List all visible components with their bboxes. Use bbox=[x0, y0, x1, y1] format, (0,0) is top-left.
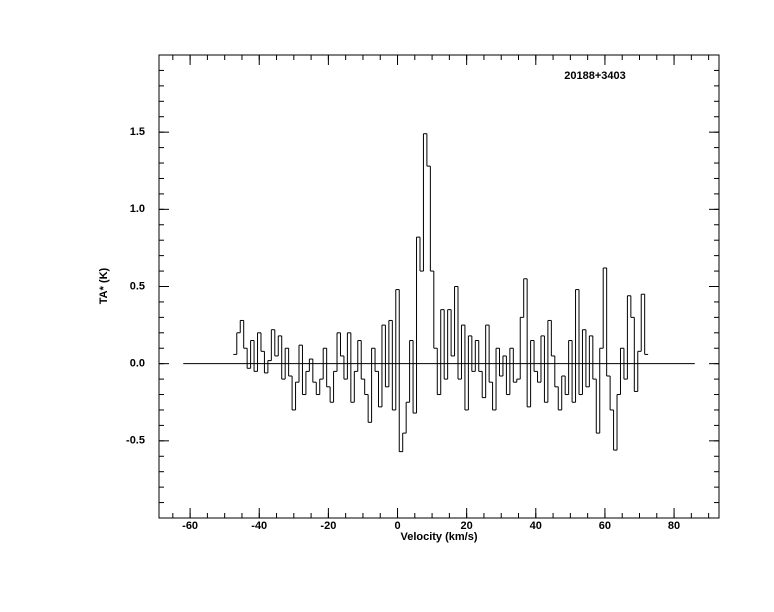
x-tick-label: 20 bbox=[461, 520, 473, 532]
y-tick-label: 0.5 bbox=[130, 280, 145, 292]
y-tick-label: 1.5 bbox=[130, 126, 145, 138]
x-tick-label: 60 bbox=[599, 520, 611, 532]
x-tick-label: -40 bbox=[251, 520, 267, 532]
x-tick-label: 80 bbox=[668, 520, 680, 532]
plot-frame bbox=[158, 54, 720, 519]
x-tick-label: -20 bbox=[320, 520, 336, 532]
y-tick-label: 0.0 bbox=[130, 358, 145, 370]
y-tick-label: 1.0 bbox=[130, 203, 145, 215]
y-tick-label: -0.5 bbox=[126, 435, 145, 447]
x-tick-label: 40 bbox=[530, 520, 542, 532]
x-tick-label: -60 bbox=[182, 520, 198, 532]
x-axis-label: Velocity (km/s) bbox=[400, 531, 477, 543]
y-axis-label: TA* (K) bbox=[98, 267, 110, 304]
annotation: 20188+3403 bbox=[564, 70, 625, 82]
x-tick-label: 0 bbox=[394, 520, 400, 532]
